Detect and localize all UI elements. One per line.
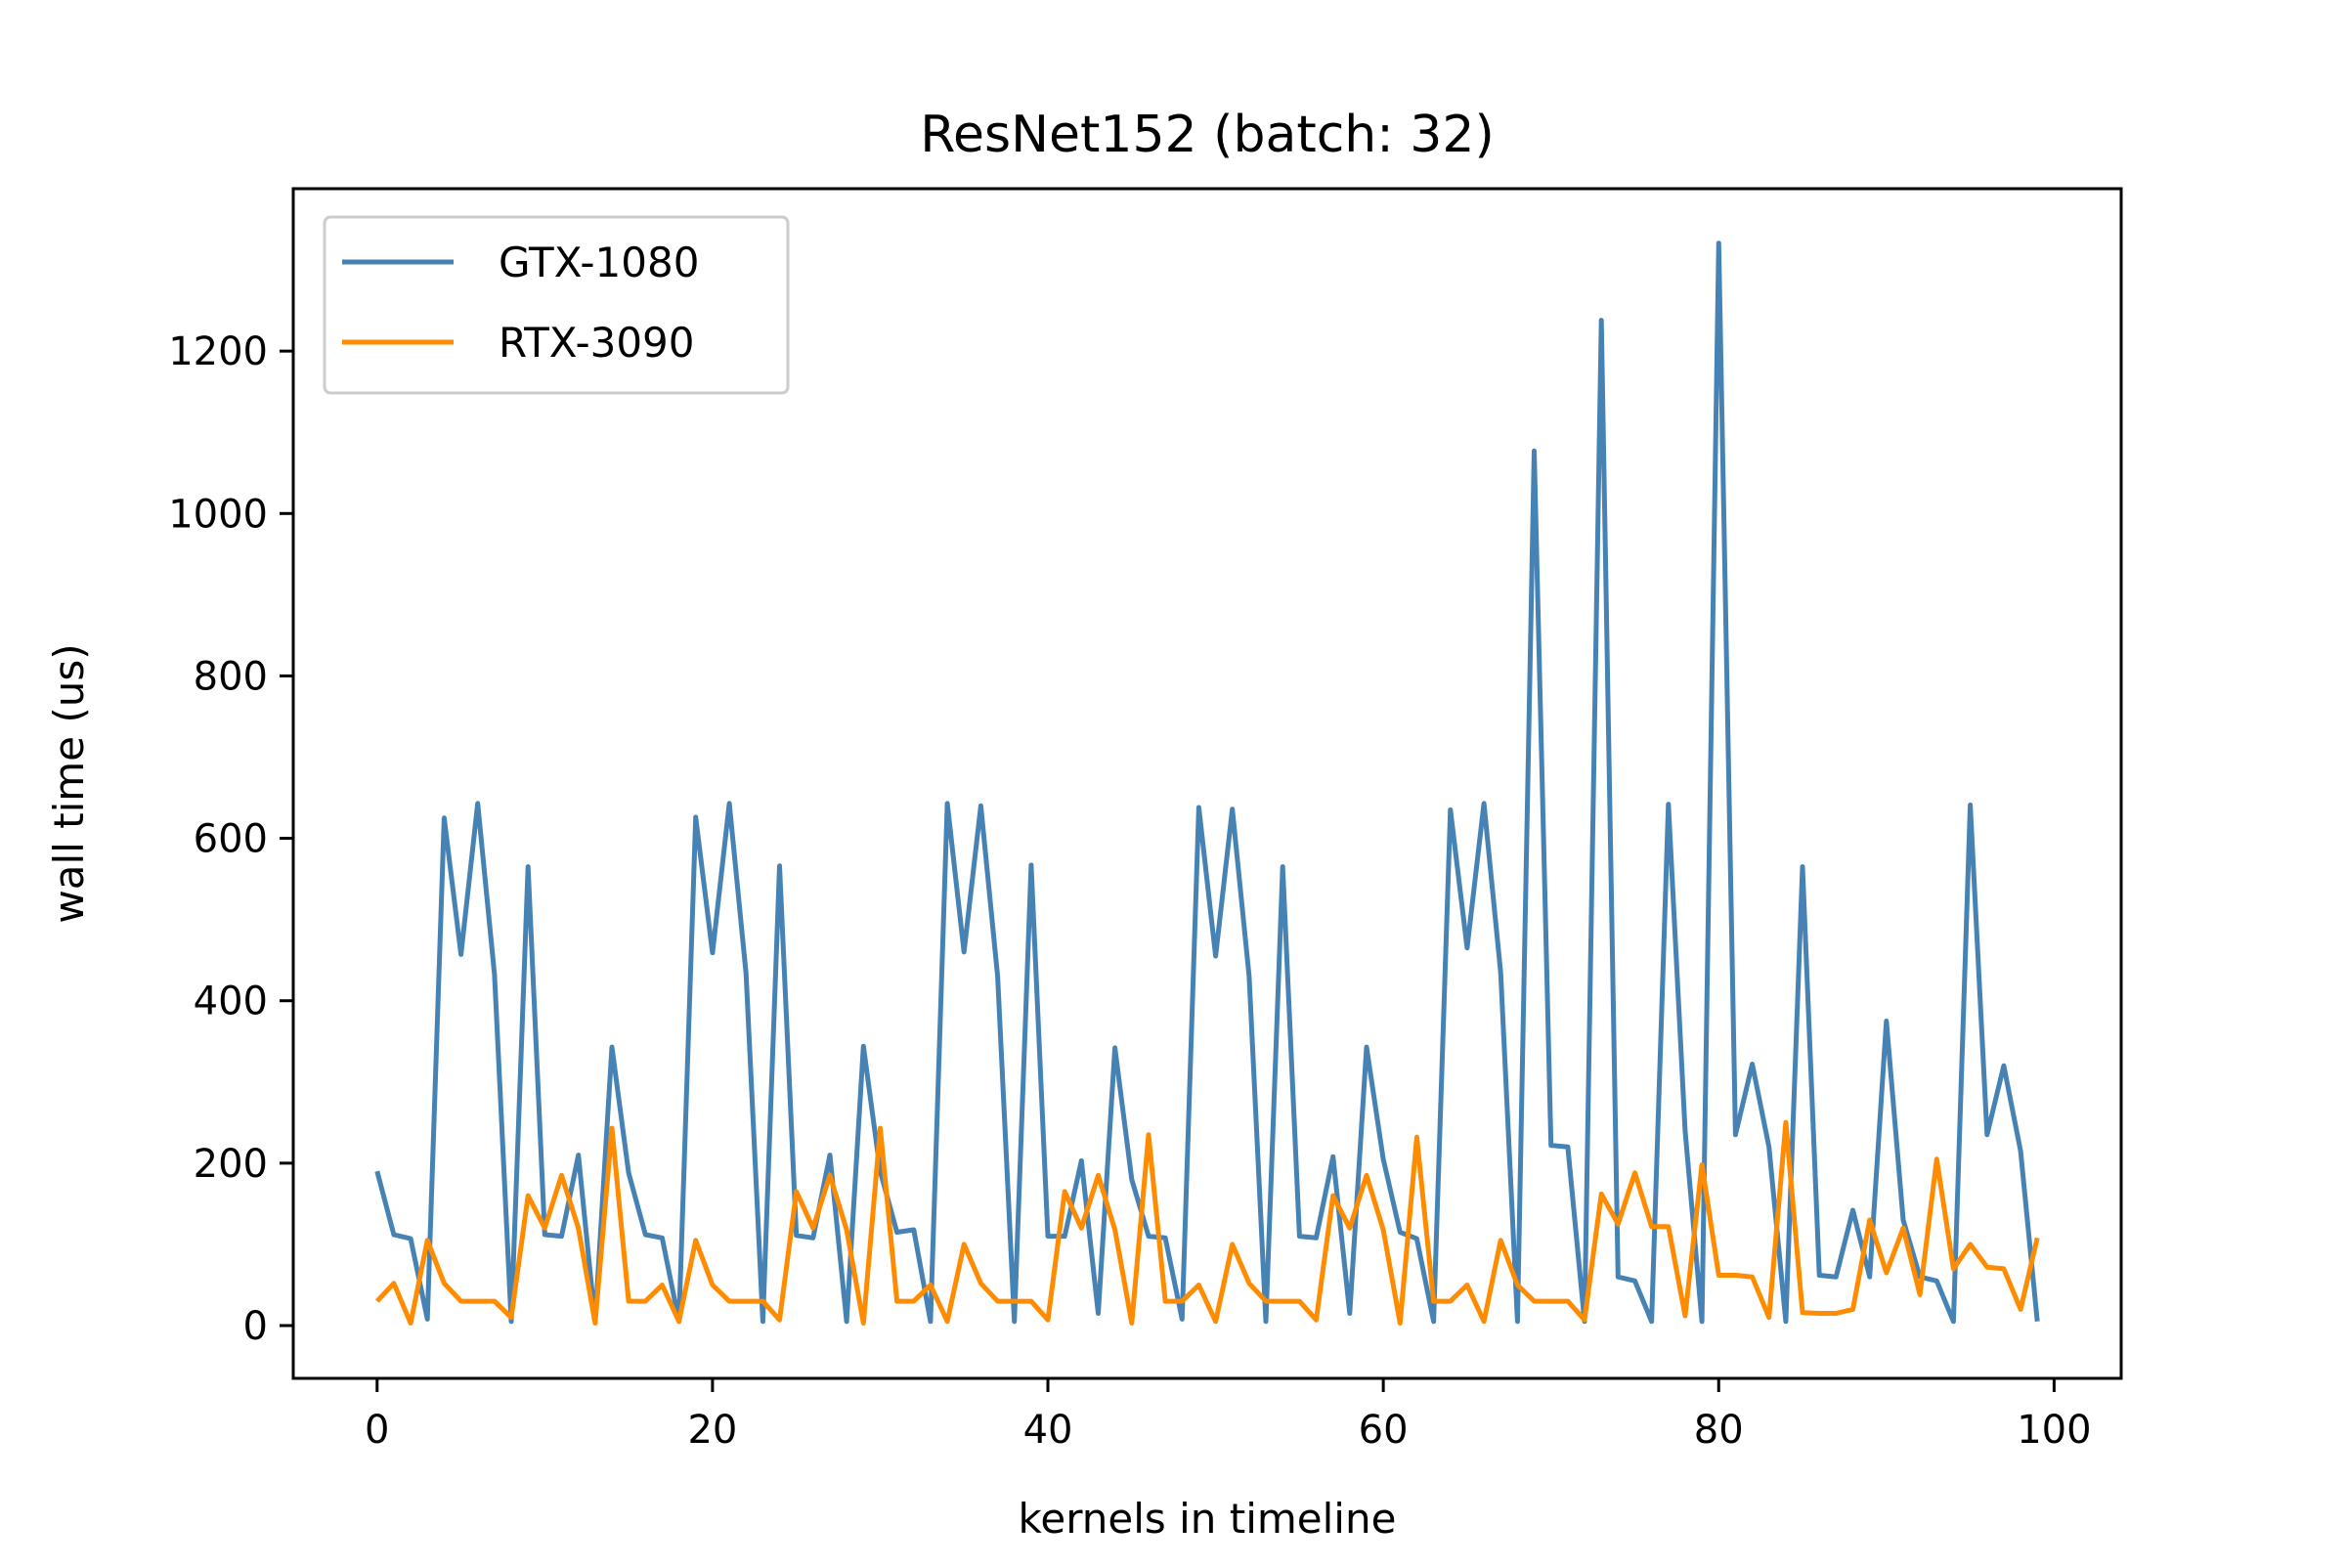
legend-label-2: RTX-3090 xyxy=(499,319,695,367)
x-axis-title: kernels in timeline xyxy=(1019,1495,1397,1543)
legend: GTX-1080 RTX-3090 xyxy=(323,215,790,395)
y-tick-label: 0 xyxy=(243,1304,268,1349)
y-axis-title: wall time (us) xyxy=(45,643,93,923)
x-tick-label: 80 xyxy=(1694,1408,1744,1453)
y-tick-label: 600 xyxy=(194,817,268,862)
x-tick-label: 60 xyxy=(1359,1408,1409,1453)
y-tick-label: 800 xyxy=(194,654,268,699)
y-tick-label: 1200 xyxy=(168,329,268,374)
y-tick-label: 200 xyxy=(194,1142,268,1187)
x-tick-label: 20 xyxy=(687,1408,737,1453)
legend-label-1: GTX-1080 xyxy=(499,239,699,286)
series-line-1 xyxy=(374,240,2040,1325)
x-tick-label: 0 xyxy=(365,1408,389,1453)
y-tick-label: 1000 xyxy=(168,492,268,537)
y-tick-label: 400 xyxy=(194,980,268,1024)
x-tick-label: 100 xyxy=(2017,1408,2091,1453)
series-layer xyxy=(374,240,2040,1326)
x-tick-label: 40 xyxy=(1023,1408,1073,1453)
series-line-2 xyxy=(374,1119,2040,1326)
plot-frame xyxy=(291,187,2123,1380)
chart-title: ResNet152 (batch: 32) xyxy=(920,106,1495,164)
